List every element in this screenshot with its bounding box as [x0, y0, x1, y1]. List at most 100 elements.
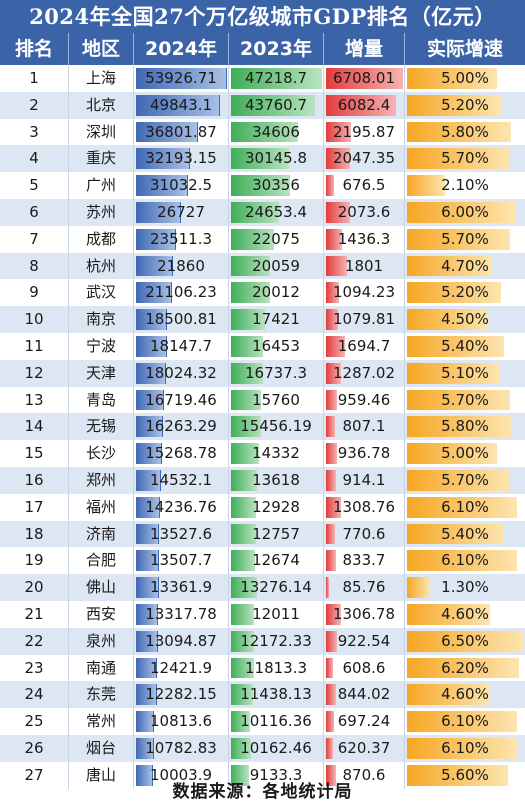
gdp2024-bar: [136, 630, 159, 652]
increase-bar: [326, 764, 336, 786]
increase-bar: [326, 282, 339, 304]
increase-value: 1079.81: [332, 310, 396, 329]
increase-bar: [326, 711, 334, 732]
growth-cell: 5.70%: [404, 225, 525, 253]
gdp2024-bar: [136, 228, 176, 250]
gdp2023-cell: 22075: [228, 225, 323, 253]
gdp2024-cell: 10782.83: [133, 735, 228, 762]
gdp2023-value: 16737.3: [244, 363, 308, 382]
increase-value: 844.02: [337, 685, 391, 704]
gdp2024-value: 15268.78: [145, 444, 217, 463]
rank-cell: 15: [0, 440, 68, 467]
growth-bar: [407, 148, 510, 170]
rank-value: 12: [24, 363, 44, 382]
growth-value: 5.80%: [441, 417, 489, 436]
growth-bar: [407, 550, 517, 572]
rank-value: 9: [29, 283, 39, 302]
city-cell: 青岛: [68, 386, 133, 414]
growth-cell: 6.00%: [404, 199, 525, 226]
city-cell: 东莞: [68, 681, 133, 709]
rank-value: 8: [29, 256, 39, 275]
gdp2024-cell: 12282.15: [133, 681, 228, 709]
growth-cell: 5.10%: [404, 359, 525, 387]
gdp2024-bar: [136, 604, 159, 625]
gdp2023-cell: 34606: [228, 118, 323, 146]
gdp2024-value: 18500.81: [145, 310, 217, 329]
city-value: 深圳: [85, 122, 116, 141]
growth-cell: 5.70%: [404, 145, 525, 173]
gdp2023-cell: 43760.7: [228, 91, 323, 119]
gdp2023-value: 20012: [252, 283, 300, 302]
table-row: 27 唐山 10003.9 9133.3 870.6 5.60%: [0, 761, 525, 789]
increase-bar: [326, 255, 347, 277]
gdp2023-cell: 12172.33: [228, 627, 323, 655]
rank-cell: 13: [0, 387, 68, 414]
gdp2024-bar: [136, 121, 199, 143]
city-cell: 唐山: [68, 761, 133, 789]
city-cell: 成都: [68, 225, 133, 253]
city-cell: 济南: [68, 520, 133, 548]
city-cell: 杭州: [68, 252, 133, 280]
city-cell: 武汉: [68, 279, 133, 307]
city-value: 烟台: [85, 739, 116, 757]
gdp2023-value: 14332: [252, 444, 300, 463]
rank-value: 26: [24, 739, 44, 757]
gdp2023-cell: 17421: [228, 306, 323, 333]
growth-value: 5.20%: [441, 283, 489, 302]
growth-bar: [407, 362, 499, 384]
rank-cell: 22: [0, 628, 68, 655]
growth-cell: 6.10%: [404, 708, 525, 735]
gdp2024-bar: [136, 550, 159, 572]
gdp2023-cell: 15760: [228, 386, 323, 414]
city-value: 宁波: [85, 337, 116, 355]
table-row: 10 南京 18500.81 17421 1079.81 4.50%: [0, 306, 525, 333]
gdp2024-cell: 16719.46: [133, 386, 228, 414]
growth-bar: [407, 416, 512, 438]
growth-value: 5.10%: [441, 363, 489, 382]
gdp2024-value: 10003.9: [149, 765, 213, 784]
increase-value: 2047.35: [332, 149, 396, 168]
gdp2023-cell: 9133.3: [228, 761, 323, 789]
increase-cell: 2047.35: [323, 145, 404, 173]
gdp2023-bar: [231, 389, 262, 411]
city-cell: 合肥: [68, 547, 133, 575]
rank-value: 10: [24, 310, 44, 329]
growth-bar: [407, 443, 497, 464]
growth-bar: [407, 228, 510, 250]
increase-value: 6082.4: [337, 95, 391, 114]
city-cell: 佛山: [68, 574, 133, 601]
increase-value: 1306.78: [332, 605, 396, 623]
gdp2024-cell: 10813.6: [133, 708, 228, 735]
growth-value: 4.60%: [441, 685, 489, 704]
gdp2023-bar: [231, 336, 263, 357]
gdp2023-bar: [231, 282, 270, 304]
gdp2024-bar: [136, 577, 159, 598]
growth-bar: [407, 630, 524, 652]
city-cell: 广州: [68, 172, 133, 199]
increase-value: 1436.3: [337, 229, 391, 248]
gdp2023-bar: [231, 630, 255, 652]
increase-value: 85.76: [342, 578, 386, 597]
increase-cell: 1079.81: [323, 306, 404, 333]
rank-cell: 27: [0, 762, 68, 789]
gdp2024-value: 16719.46: [145, 390, 217, 409]
increase-value: 770.6: [342, 524, 386, 543]
growth-cell: 4.70%: [404, 252, 525, 280]
city-value: 长沙: [85, 444, 116, 463]
increase-cell: 1801: [323, 252, 404, 280]
gdp2024-value: 12421.9: [149, 658, 213, 677]
city-value: 苏州: [85, 203, 116, 221]
increase-cell: 1306.78: [323, 601, 404, 628]
rank-value: 13: [24, 390, 44, 409]
city-value: 唐山: [85, 765, 116, 784]
rank-value: 11: [24, 337, 44, 355]
gdp2023-bar: [231, 121, 298, 143]
gdp2024-bar: [136, 282, 172, 304]
table-row: 25 常州 10813.6 10116.36 697.24 6.10%: [0, 708, 525, 735]
rank-value: 15: [24, 444, 44, 463]
gdp2023-cell: 11813.3: [228, 654, 323, 682]
gdp2023-cell: 16737.3: [228, 359, 323, 387]
gdp2024-value: 13507.7: [149, 551, 213, 570]
gdp2023-bar: [231, 496, 256, 518]
